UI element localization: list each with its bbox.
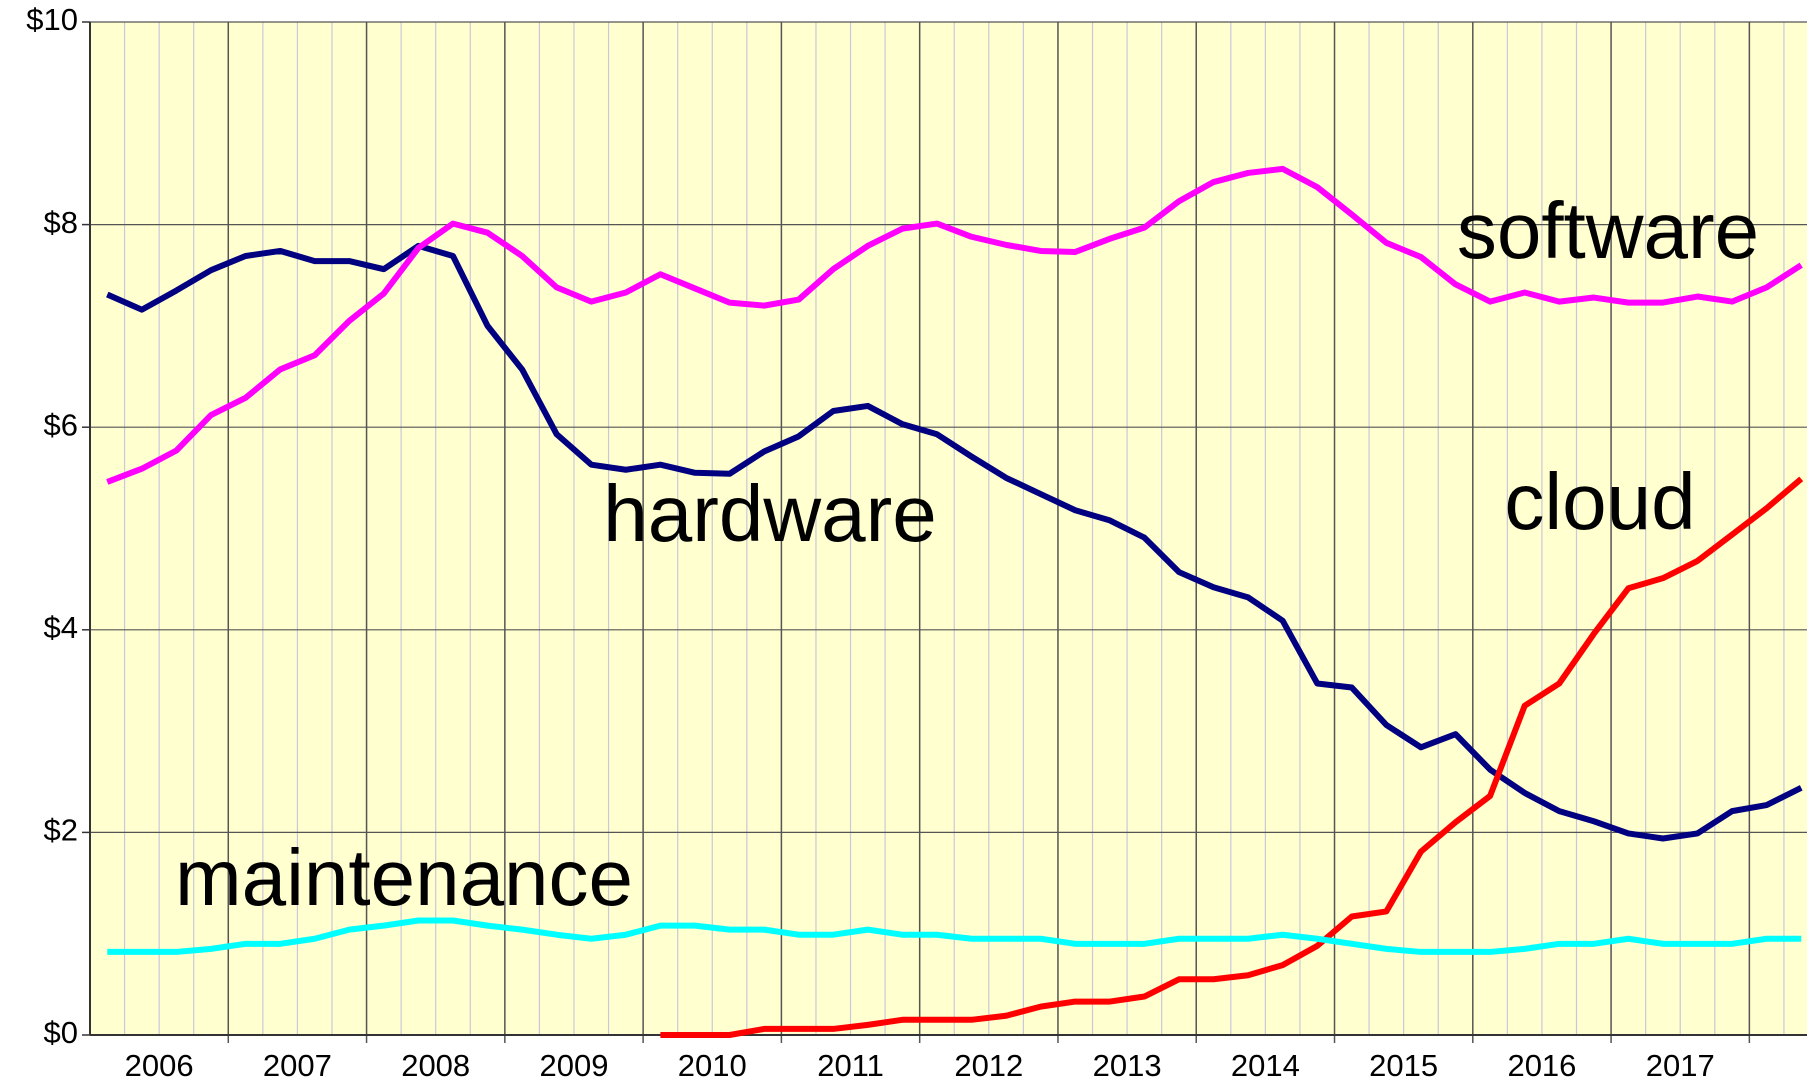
x-tick-label: 2016 [1507,1048,1576,1083]
series-label: cloud [1504,457,1695,546]
x-tick-label: 2015 [1369,1048,1438,1083]
series-line [107,917,1802,955]
series-label: software [1457,186,1759,275]
series-label: maintenance [175,833,633,922]
x-tick-label: 2007 [263,1048,332,1083]
y-tick-label: $0 [44,1015,78,1050]
series-line [660,476,1804,1038]
x-tick-label: 2014 [1231,1048,1300,1083]
x-tick-label: 2008 [401,1048,470,1083]
y-tick-label: $6 [44,407,78,442]
y-tick-label: $8 [44,205,78,240]
x-tick-label: 2009 [539,1048,608,1083]
y-tick-label: $4 [44,610,78,645]
plot-background [90,22,1807,1035]
y-tick-label: $2 [44,813,78,848]
y-tick-label: $10 [26,2,78,37]
x-tick-label: 2011 [817,1048,884,1083]
x-tick-label: 2012 [954,1048,1023,1083]
series-line [106,242,1803,842]
x-tick-label: 2017 [1646,1048,1715,1083]
series-label: hardware [603,469,937,558]
series-line [106,165,1803,485]
x-tick-label: 2010 [678,1048,747,1083]
x-tick-label: 2006 [125,1048,194,1083]
x-tick-label: 2013 [1093,1048,1162,1083]
